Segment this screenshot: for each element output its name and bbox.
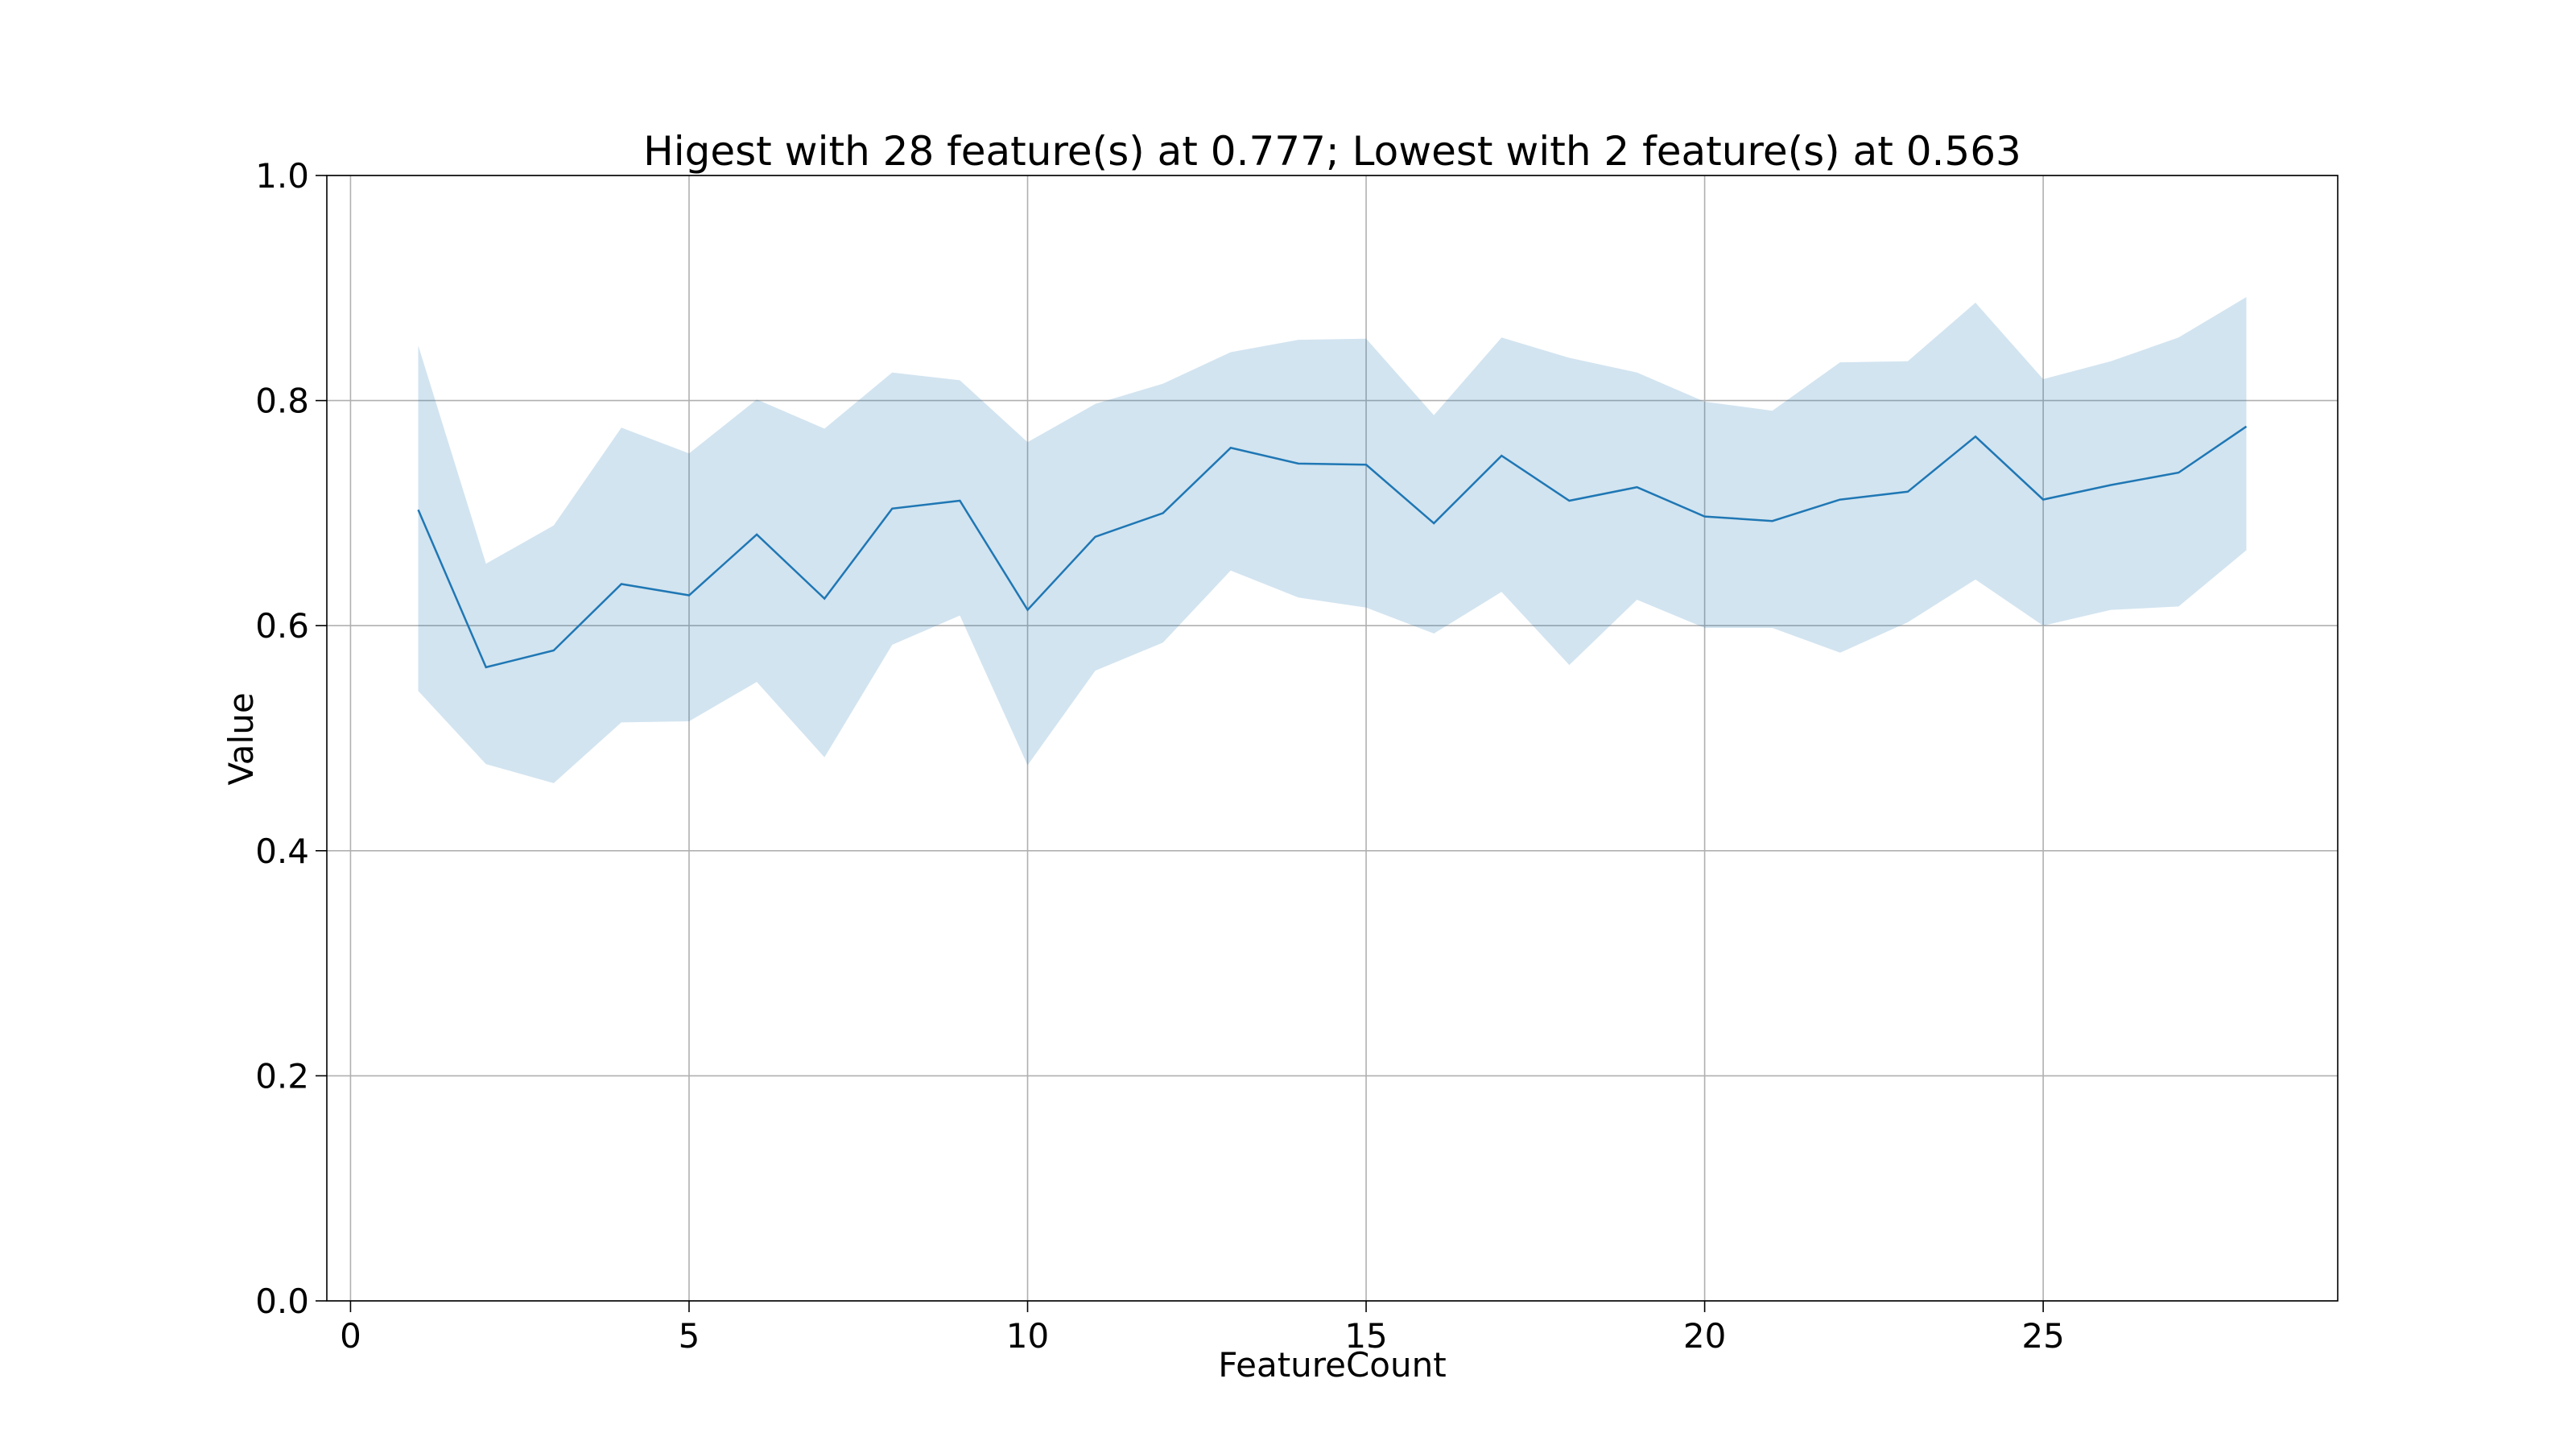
x-tick-label: 25 bbox=[2021, 1316, 2064, 1356]
x-tick-label: 5 bbox=[679, 1316, 700, 1356]
x-axis-title: FeatureCount bbox=[1218, 1345, 1446, 1385]
x-tick-label: 20 bbox=[1683, 1316, 1726, 1356]
y-axis-title: Value bbox=[221, 692, 261, 785]
x-tick-label: 0 bbox=[340, 1316, 361, 1356]
confidence-band bbox=[418, 297, 2247, 783]
y-tick-label: 0.4 bbox=[255, 832, 309, 871]
y-tick-label: 0.0 bbox=[255, 1282, 309, 1321]
y-tick-label: 0.8 bbox=[255, 382, 309, 421]
y-tick-label: 0.2 bbox=[255, 1056, 309, 1096]
series-line bbox=[417, 425, 2248, 669]
chart-title: Higest with 28 feature(s) at 0.777; Lowe… bbox=[643, 128, 2021, 175]
y-tick-label: 0.6 bbox=[255, 606, 309, 646]
y-tick-label: 1.0 bbox=[255, 156, 309, 196]
x-tick-label: 10 bbox=[1006, 1316, 1049, 1356]
plot-frame bbox=[326, 175, 2339, 1302]
x-tick-label: 15 bbox=[1344, 1316, 1387, 1356]
